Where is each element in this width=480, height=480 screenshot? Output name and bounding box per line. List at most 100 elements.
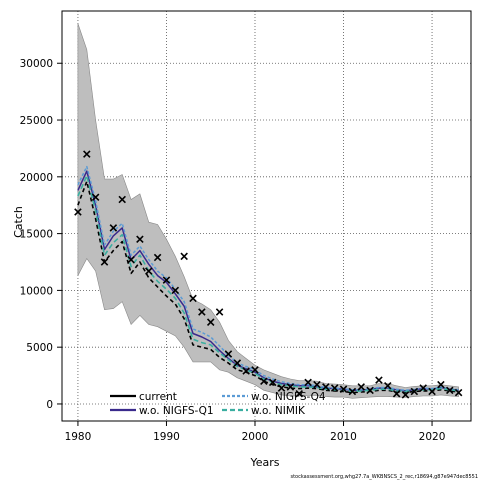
x-tick-label: 2000	[242, 431, 269, 443]
observation-marker-stroke	[224, 350, 233, 358]
observation-marker-stroke	[162, 276, 171, 284]
observation-marker	[198, 308, 206, 316]
observation-marker	[224, 350, 233, 358]
observation-marker	[410, 387, 419, 396]
observation-marker	[242, 367, 250, 375]
observation-marker	[419, 384, 427, 392]
legend-label-2: w.o. NIGFS-Q4	[251, 391, 326, 403]
observation-marker-stroke	[384, 382, 392, 390]
y-tick-label: 5000	[26, 342, 53, 354]
observation-marker	[401, 391, 410, 399]
observation-marker-stroke	[109, 224, 118, 232]
observation-marker-stroke	[357, 383, 365, 391]
observation-marker	[392, 389, 401, 398]
observation-marker	[127, 255, 135, 264]
legend-label-3: w.o. NIMIK	[251, 405, 306, 417]
observation-marker-stroke	[313, 380, 321, 389]
observation-marker-stroke	[445, 386, 454, 395]
observation-marker-stroke	[198, 308, 206, 316]
observation-marker	[366, 386, 374, 395]
observation-marker-stroke	[366, 386, 374, 395]
observation-marker	[286, 383, 295, 391]
x-tick-label: 1990	[153, 431, 180, 443]
observation-marker	[215, 308, 224, 316]
observation-marker	[100, 258, 109, 266]
y-tick-label: 10000	[20, 285, 53, 297]
observation-marker-stroke	[83, 150, 91, 158]
legend-label-0: current	[139, 391, 177, 403]
observation-marker	[445, 386, 454, 395]
observation-marker	[144, 267, 153, 275]
observation-marker-stroke	[189, 294, 197, 303]
observation-marker-stroke	[91, 193, 100, 202]
observation-marker-stroke	[153, 253, 162, 262]
grid-lines	[62, 11, 471, 421]
observation-marker-stroke	[339, 385, 348, 393]
x-tick-label: 2010	[330, 431, 357, 443]
observation-marker-stroke	[277, 384, 286, 392]
observation-marker-stroke	[242, 367, 250, 375]
observation-marker	[313, 380, 321, 389]
observation-marker-stroke	[118, 195, 126, 204]
observation-marker	[162, 276, 171, 284]
observation-marker	[277, 384, 286, 392]
observation-marker-stroke	[454, 388, 463, 397]
observation-marker	[233, 359, 242, 367]
observation-marker-stroke	[180, 252, 188, 261]
x-axis: 1980 1990 2000 2010 2020	[65, 421, 446, 443]
observation-marker	[206, 318, 215, 326]
footer-note: stockassessment.org,whg27.7a_WKBNSCS_2_r…	[290, 474, 478, 480]
plot-frame	[61, 10, 472, 422]
observation-marker	[384, 382, 392, 390]
observation-marker	[330, 384, 339, 392]
y-tick-label: 0	[46, 399, 53, 411]
series-lines	[77, 165, 459, 394]
series-line-1	[77, 170, 459, 392]
observation-marker	[357, 383, 365, 391]
observation-marker-stroke	[260, 377, 268, 386]
observation-marker	[437, 380, 445, 389]
confidence-band-area	[77, 23, 459, 399]
observation-marker-stroke	[410, 387, 419, 396]
observation-marker	[295, 389, 304, 398]
observation-marker-stroke	[375, 376, 383, 384]
observation-marker-stroke	[286, 383, 295, 391]
observation-marker-stroke	[428, 387, 436, 396]
observation-marker-stroke	[144, 267, 153, 275]
observation-marker-stroke	[136, 235, 144, 244]
observation-marker	[304, 378, 312, 387]
observation-marker-stroke	[437, 380, 445, 389]
x-axis-title: Years	[249, 456, 279, 469]
observation-marker	[180, 252, 188, 261]
observation-marker-stroke	[215, 308, 224, 316]
observation-marker	[153, 253, 162, 262]
y-tick-label: 20000	[20, 172, 53, 184]
observation-marker-stroke	[171, 286, 180, 295]
observation-marker-stroke	[401, 391, 410, 399]
x-tick-label: 2020	[419, 431, 446, 443]
observation-marker	[91, 193, 100, 202]
observation-marker	[189, 294, 197, 303]
observation-marker-stroke	[100, 258, 109, 266]
legend-label-1: w.o. NIGFS-Q1	[139, 405, 214, 417]
observation-marker	[109, 224, 118, 232]
observation-marker	[339, 385, 348, 393]
observation-marker	[171, 286, 180, 295]
observation-marker-stroke	[127, 255, 135, 264]
y-tick-label: 30000	[20, 58, 53, 70]
observation-marker-stroke	[206, 318, 215, 326]
series-line-0	[77, 180, 459, 394]
observation-marker-stroke	[419, 384, 427, 392]
observation-marker	[268, 378, 277, 387]
observation-marker-stroke	[348, 387, 357, 396]
observation-marker	[136, 235, 144, 244]
observation-marker-stroke	[74, 208, 82, 216]
series-line-2	[77, 165, 459, 392]
observation-marker	[251, 366, 259, 374]
observation-marker	[322, 383, 330, 391]
observation-marker-stroke	[304, 378, 312, 387]
observation-marker-stroke	[251, 366, 259, 374]
observation-marker-stroke	[392, 389, 401, 398]
observation-marker	[260, 377, 268, 386]
